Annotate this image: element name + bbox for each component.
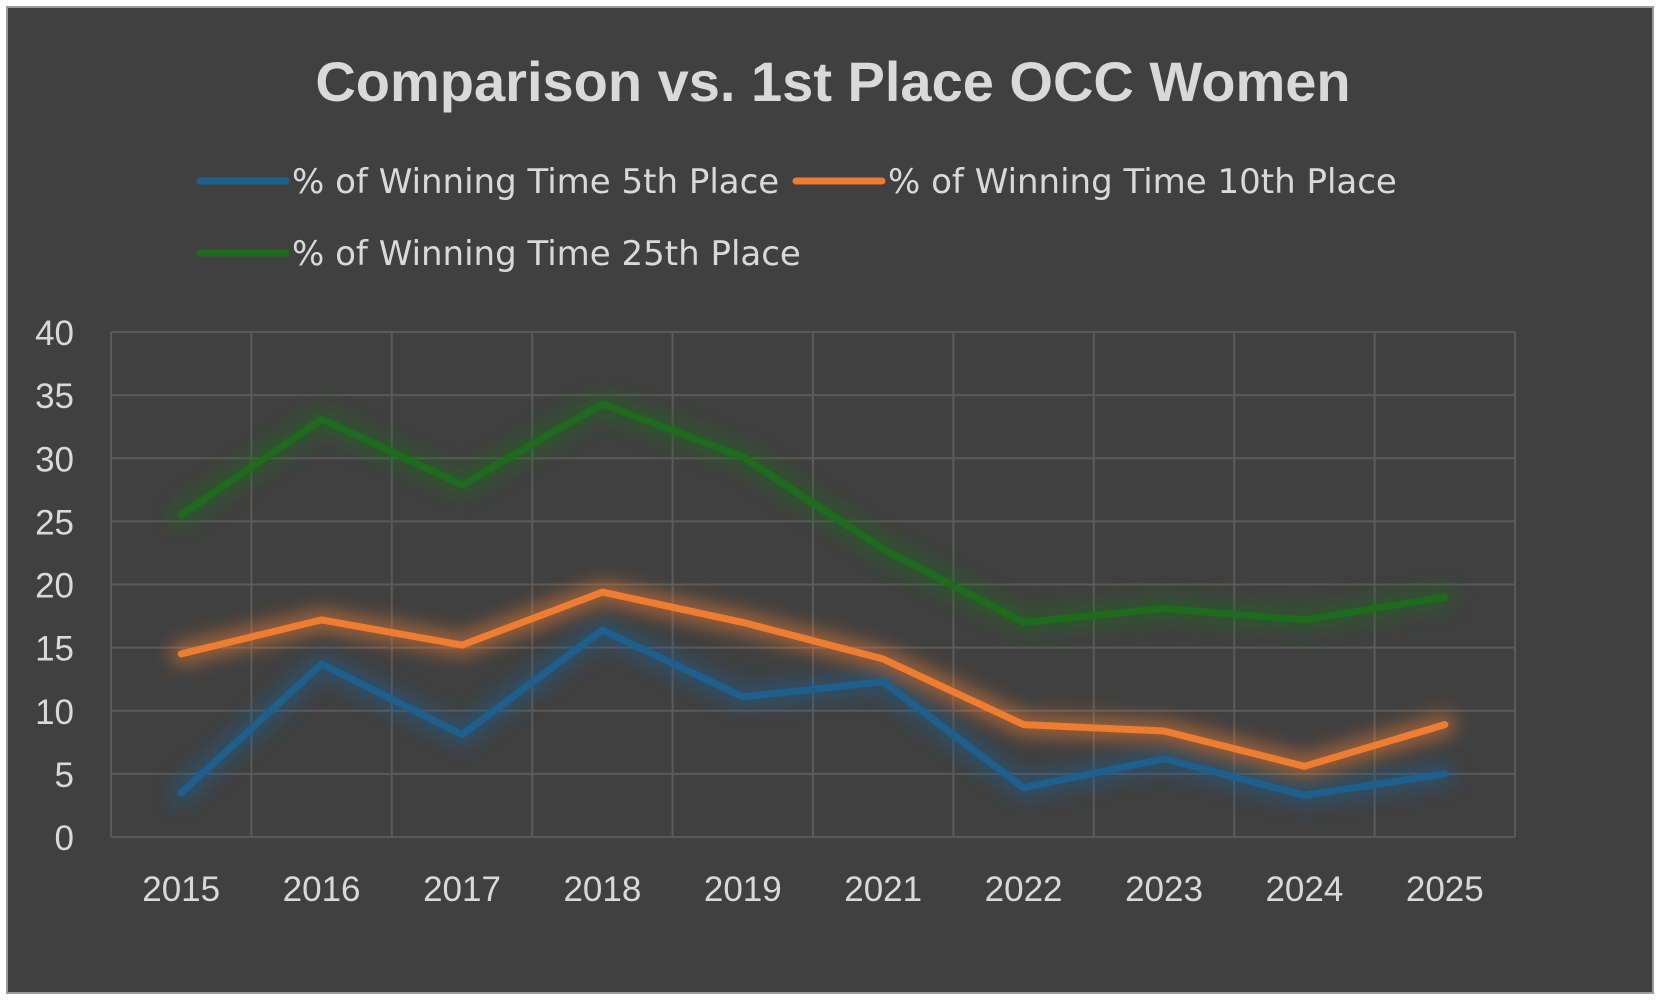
line-chart: Comparison vs. 1st Place OCC Women % of … (35, 50, 1516, 909)
x-tick-label: 2017 (423, 870, 501, 909)
legend-item-3: % of Winning Time 25th Place (196, 234, 801, 274)
y-tick-label: 10 (35, 693, 74, 732)
y-tick-label: 35 (35, 377, 74, 416)
x-tick-label: 2023 (1125, 870, 1203, 909)
y-axis: 0 5 10 15 20 25 30 35 40 (35, 314, 74, 858)
y-tick-label: 30 (35, 440, 74, 479)
legend-label-1: % of Winning Time 5th Place (292, 162, 779, 202)
legend-label-3: % of Winning Time 25th Place (292, 234, 801, 274)
series-line-3 (177, 400, 1449, 626)
legend: % of Winning Time 5th Place % of Winning … (196, 162, 1397, 274)
gridlines (110, 331, 1516, 838)
y-tick-label: 40 (35, 314, 74, 353)
x-tick-label: 2015 (142, 870, 220, 909)
y-tick-label: 20 (35, 567, 74, 606)
x-axis: 2015 2016 2017 2018 2019 2021 2022 2023 2024 2025 (142, 870, 1483, 909)
x-tick-label: 2022 (985, 870, 1063, 909)
x-tick-label: 2019 (704, 870, 782, 909)
x-tick-label: 2016 (283, 870, 361, 909)
legend-item-1: % of Winning Time 5th Place (196, 162, 779, 202)
legend-item-2: % of Winning Time 10th Place (792, 162, 1397, 202)
y-tick-label: 5 (55, 756, 74, 795)
y-tick-label: 15 (35, 630, 74, 669)
x-tick-label: 2024 (1265, 870, 1343, 909)
x-tick-label: 2021 (844, 870, 922, 909)
chart-area: Comparison vs. 1st Place OCC Women % of … (6, 6, 1654, 994)
y-tick-label: 25 (35, 503, 74, 542)
series-line-2 (177, 588, 1449, 770)
x-tick-label: 2018 (563, 870, 641, 909)
chart-title: Comparison vs. 1st Place OCC Women (315, 50, 1350, 113)
series-line-1 (177, 626, 1449, 799)
x-tick-label: 2025 (1406, 870, 1484, 909)
legend-label-2: % of Winning Time 10th Place (888, 162, 1397, 202)
y-tick-label: 0 (55, 819, 74, 858)
series-lines (177, 400, 1449, 799)
